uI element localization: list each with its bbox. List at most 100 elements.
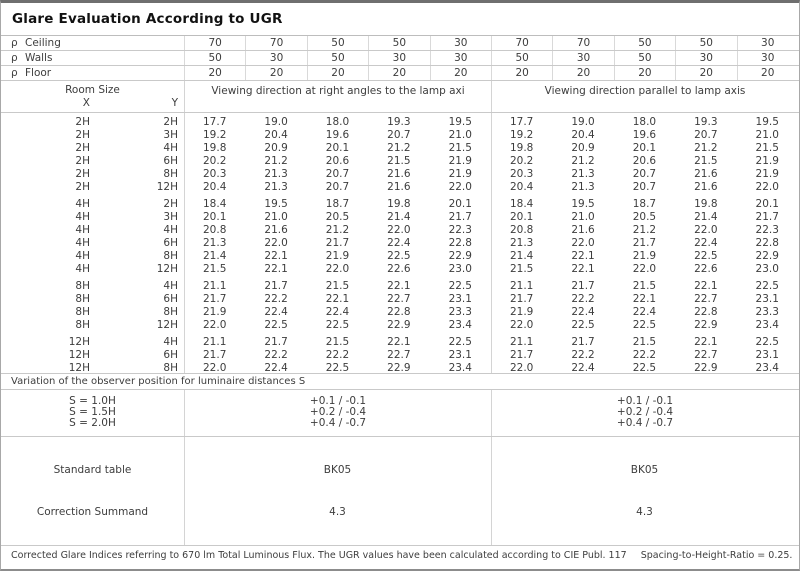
- section-divider-line: [491, 113, 492, 373]
- summary-label: Correction Summand: [36, 506, 149, 518]
- ugr-value: 21.6: [571, 224, 595, 236]
- ugr-value: 23.3: [448, 306, 472, 318]
- ugr-value: 21.3: [264, 168, 288, 180]
- reflectance-value: 70: [490, 36, 552, 50]
- ugr-value: 21.1: [509, 336, 534, 348]
- ugr-row: 12H 4H 21.1 21.7 21.5 22.1 22.5 21.1 21.7 21.5 22.…: [1, 336, 799, 349]
- room-size-x: 8H: [75, 280, 90, 292]
- ugr-value: 21.9: [448, 168, 472, 180]
- reflectance-label-text: Ceiling: [25, 37, 61, 49]
- ugr-value: 21.7: [203, 349, 227, 361]
- room-size-y: 6H: [163, 293, 178, 305]
- ugr-row: 2H 2H 17.7 19.0 18.0 19.3 19.5 17.7 19.0 18.0 19.3…: [1, 116, 799, 129]
- room-size-group: 4H 2H 18.4 19.5 18.7 19.8 20.1 18.4 19.5 18.7 19.8…: [1, 198, 799, 276]
- ugr-value: 23.3: [755, 306, 779, 318]
- y-axis-label: Y: [171, 97, 178, 109]
- ugr-value: 21.2: [387, 142, 411, 154]
- reflectance-value: 30: [429, 51, 491, 65]
- ugr-value: 20.6: [325, 155, 350, 167]
- ugr-value: 21.7: [509, 293, 534, 305]
- ugr-value: 22.7: [694, 293, 718, 305]
- s-labels: S = 1.0H S = 1.5H S = 2.0H: [1, 390, 184, 436]
- ugr-value: 19.5: [755, 116, 779, 128]
- summary-value: 4.3: [636, 506, 653, 518]
- ugr-value: 20.7: [632, 181, 657, 193]
- room-size-x: 8H: [75, 293, 90, 305]
- ugr-value: 21.3: [571, 181, 595, 193]
- ugr-value: 21.7: [264, 336, 288, 348]
- ugr-value: 18.7: [632, 198, 657, 210]
- ugr-value: 21.2: [694, 142, 718, 154]
- ugr-value: 22.3: [755, 224, 779, 236]
- room-size-x: 4H: [75, 198, 90, 210]
- ugr-value: 21.6: [387, 181, 411, 193]
- ugr-value: 21.2: [632, 224, 657, 236]
- ugr-value: 22.6: [694, 263, 718, 275]
- ugr-value: 20.1: [325, 142, 350, 154]
- s-values-left: +0.1 / -0.1 +0.2 / -0.4 +0.4 / -0.7: [184, 390, 491, 436]
- ugr-value: 18.0: [325, 116, 350, 128]
- room-size-y: 2H: [163, 116, 178, 128]
- ugr-row: 8H 6H 21.7 22.2 22.1 22.7 23.1 21.7 22.2 22.1 22.7…: [1, 293, 799, 306]
- room-size-y: 4H: [163, 142, 178, 154]
- reflectance-value: 20: [736, 66, 798, 80]
- ugr-value: 20.9: [264, 142, 288, 154]
- ugr-value: 21.0: [571, 211, 595, 223]
- room-size-x: 4H: [75, 224, 90, 236]
- ugr-value: 21.7: [755, 211, 779, 223]
- ugr-value: 22.2: [264, 349, 288, 361]
- s-values-right: +0.1 / -0.1 +0.2 / -0.4 +0.4 / -0.7: [491, 390, 798, 436]
- ugr-value: 21.2: [325, 224, 350, 236]
- room-size-x: 4H: [75, 263, 90, 275]
- ugr-value: 20.5: [325, 211, 350, 223]
- ugr-row: 2H 4H 19.8 20.9 20.1 21.2 21.5 19.8 20.9 20.1 21.2…: [1, 142, 799, 155]
- ugr-value: 21.5: [755, 142, 779, 154]
- ugr-row: 4H 2H 18.4 19.5 18.7 19.8 20.1 18.4 19.5 18.7 19.8…: [1, 198, 799, 211]
- ugr-row: 2H 6H 20.2 21.2 20.6 21.5 21.9 20.2 21.2 20.6 21.5…: [1, 155, 799, 168]
- ugr-row: 8H 12H 22.0 22.5 22.5 22.9 23.4 22.0 22.5 22.5 22.…: [1, 319, 799, 332]
- ugr-value: 22.9: [387, 362, 411, 374]
- section-header-right-angles: Viewing direction at right angles to the…: [184, 81, 491, 112]
- ugr-value: 22.9: [755, 250, 779, 262]
- ugr-value: 22.1: [571, 263, 595, 275]
- ugr-value: 23.4: [755, 319, 779, 331]
- reflectance-value: 30: [736, 36, 798, 50]
- room-size-y: 12H: [156, 263, 178, 275]
- ugr-value: 20.3: [203, 168, 227, 180]
- ugr-value: 20.1: [509, 211, 534, 223]
- ugr-value: 19.6: [632, 129, 657, 141]
- ugr-value: 21.7: [632, 237, 657, 249]
- ugr-value: 21.7: [571, 336, 595, 348]
- xy-header: X Y: [1, 97, 184, 110]
- ugr-value: 23.1: [755, 349, 779, 361]
- ugr-value: 22.5: [387, 250, 411, 262]
- ugr-value: 22.5: [755, 336, 779, 348]
- ugr-value: 22.5: [694, 250, 718, 262]
- ugr-value: 22.0: [325, 263, 350, 275]
- room-size-x: 4H: [75, 250, 90, 262]
- ugr-value: 22.1: [387, 280, 411, 292]
- ugr-value: 21.6: [387, 168, 411, 180]
- ugr-value: 22.4: [264, 306, 288, 318]
- ugr-value: 21.0: [755, 129, 779, 141]
- reflectance-value: 50: [613, 36, 675, 50]
- reflectance-value: 50: [675, 36, 736, 50]
- ugr-value: 20.3: [509, 168, 534, 180]
- ugr-value: 22.1: [632, 293, 657, 305]
- ugr-value: 22.3: [448, 224, 472, 236]
- s-distance-label: S = 1.5H: [69, 406, 116, 418]
- ugr-row: 12H 8H 22.0 22.4 22.5 22.9 23.4 22.0 22.4 22.5 22.…: [1, 362, 799, 375]
- ugr-value: 22.4: [387, 237, 411, 249]
- ugr-value: 22.2: [571, 349, 595, 361]
- reflectance-value: 20: [490, 66, 552, 80]
- summary-row: Correction Summand 4.3 4.3: [1, 491, 799, 533]
- ugr-value: 21.1: [509, 280, 534, 292]
- ugr-value: 23.0: [448, 263, 472, 275]
- ugr-value: 21.5: [448, 142, 472, 154]
- ugr-value: 22.0: [203, 319, 227, 331]
- ugr-value: 19.8: [203, 142, 227, 154]
- reflectance-value: 20: [675, 66, 736, 80]
- reflectance-label-text: Walls: [25, 52, 53, 64]
- ugr-data-body: 2H 2H 17.7 19.0 18.0 19.3 19.5 17.7 19.0 18.0 19.3…: [1, 113, 799, 374]
- reflectance-row: ρ Floor 20 20 20 20 20 20 20 20 20 20: [1, 66, 799, 81]
